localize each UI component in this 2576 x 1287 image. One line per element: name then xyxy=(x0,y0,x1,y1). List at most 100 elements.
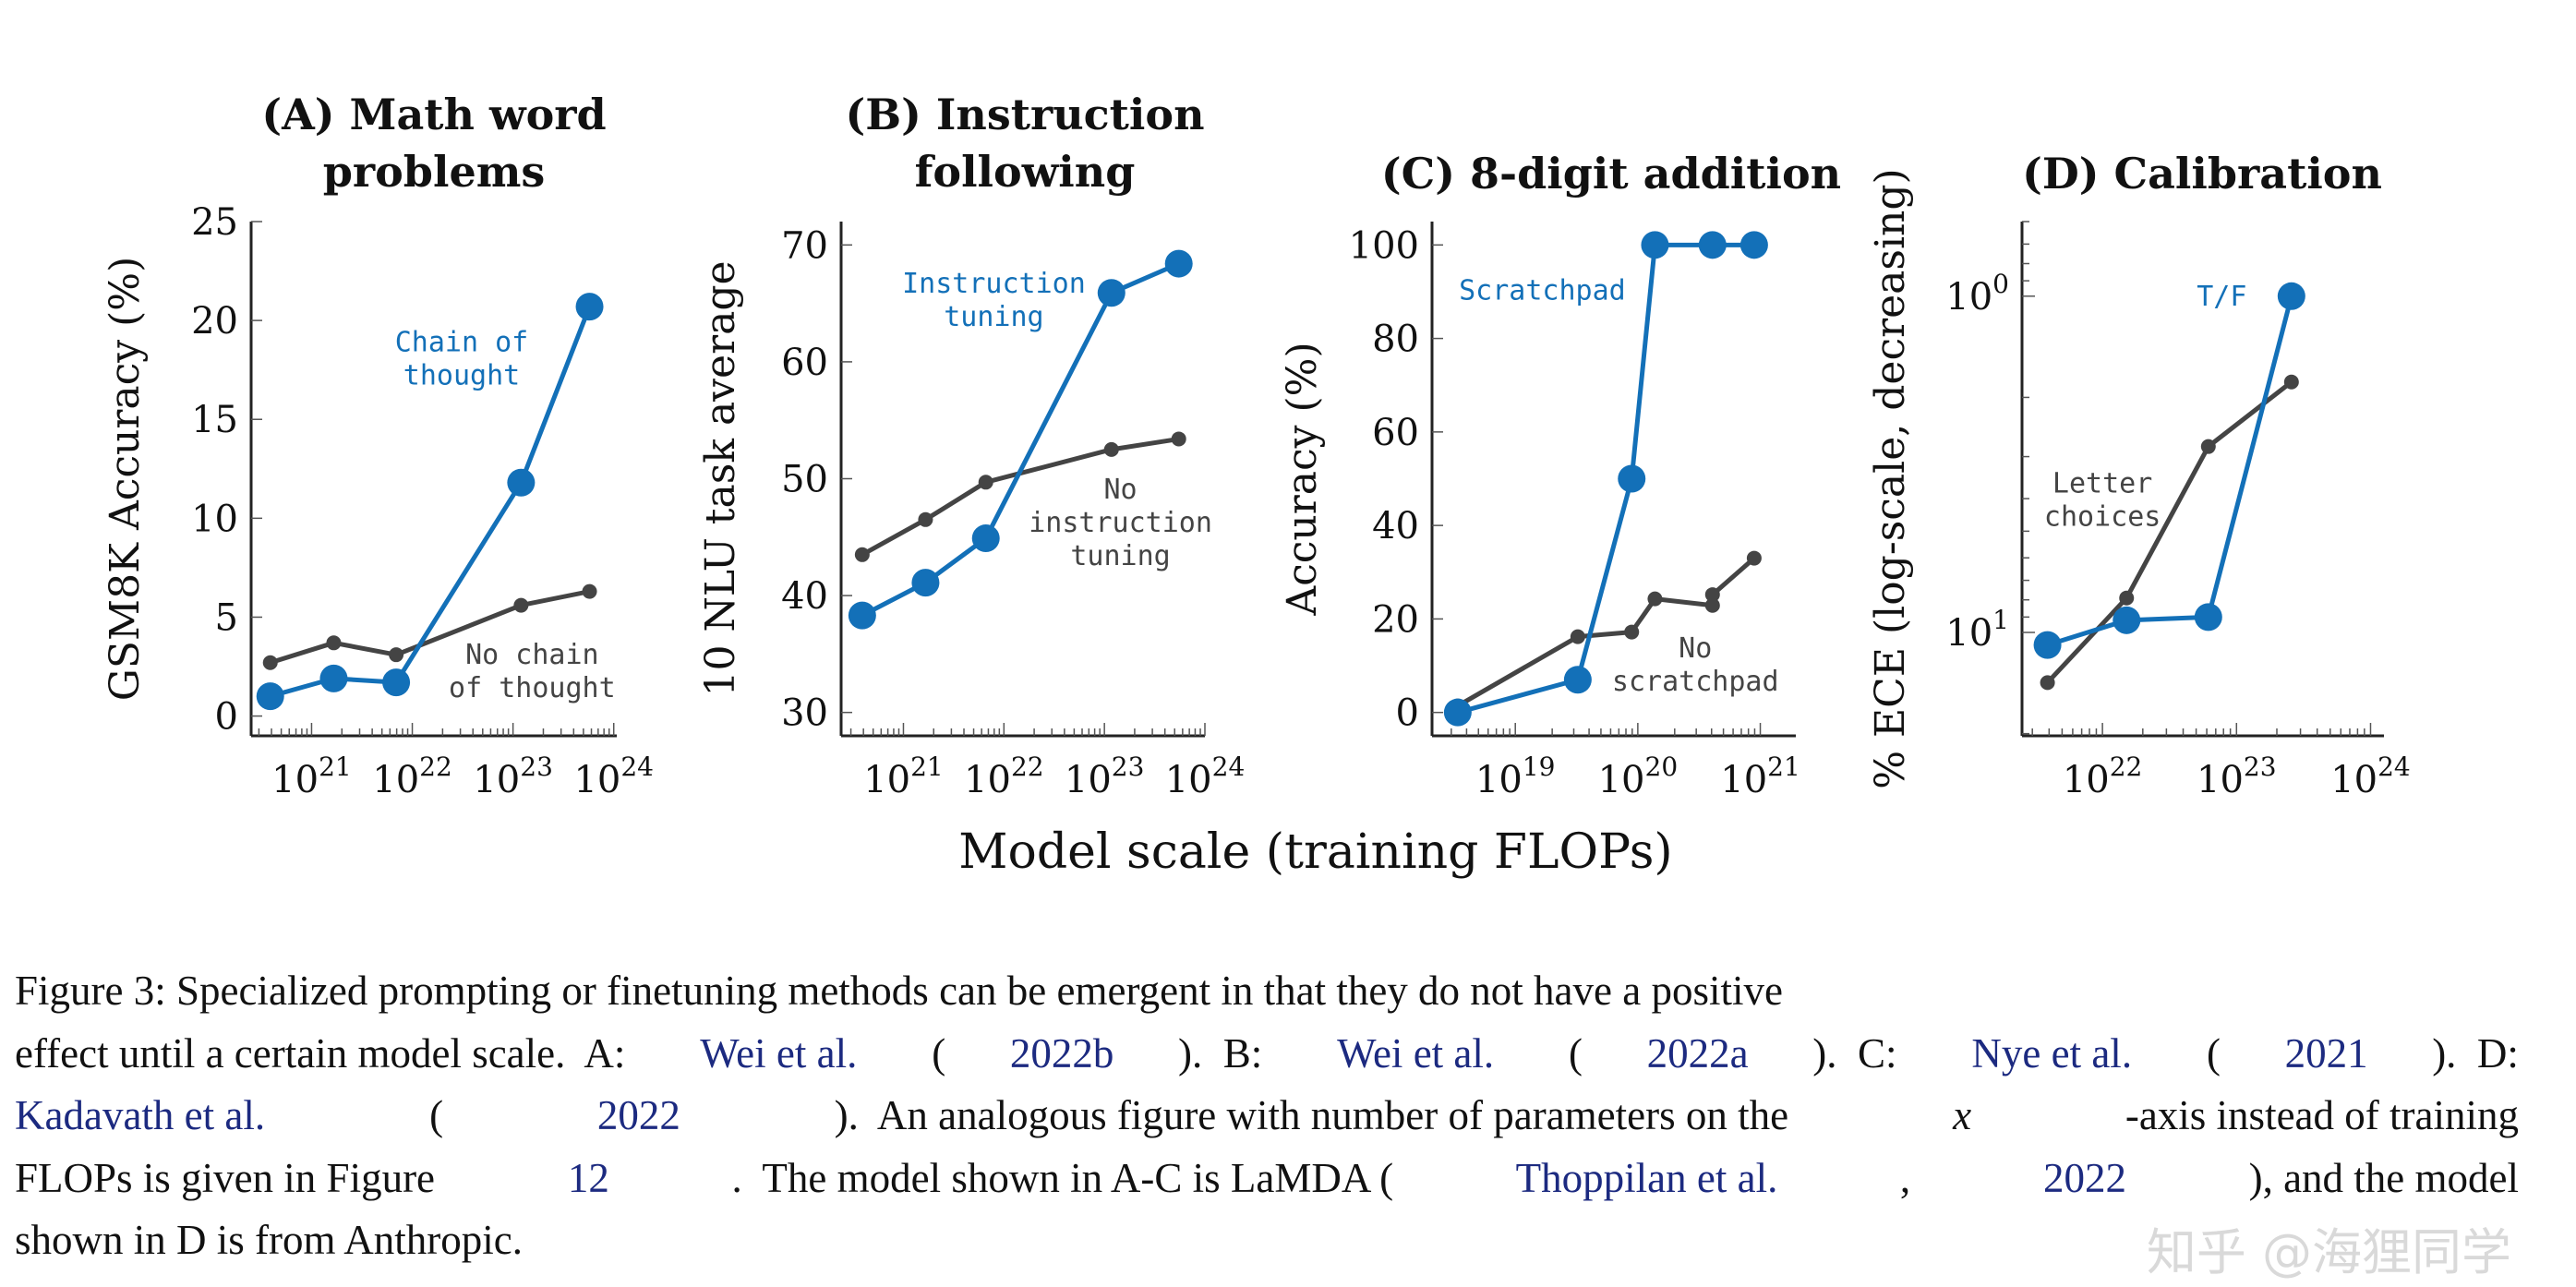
x-tick-label: 1022 xyxy=(964,752,1044,801)
caption-line: effect until a certain model scale. A: W… xyxy=(15,1023,2519,1086)
series-annotation: tuning xyxy=(1070,540,1170,572)
data-point xyxy=(1698,231,1727,259)
citation-link[interactable]: Nye et al. xyxy=(1971,1029,2133,1077)
caption-text: ). D: xyxy=(2432,1029,2519,1077)
caption-text: ). B: xyxy=(1177,1029,1273,1077)
panel-b: (B) Instruction following 10 NLU task aver… xyxy=(697,90,1245,801)
panel-title: (C) 8-digit addition xyxy=(1381,149,1841,198)
y-tick-label: 20 xyxy=(1372,598,1419,641)
x-tick-label: 1024 xyxy=(573,752,654,801)
citation-link[interactable]: Wei et al. xyxy=(1337,1029,1495,1077)
watermark: 知乎 @海狸同学 xyxy=(2146,1223,2511,1281)
citation-link[interactable]: 12 xyxy=(567,1154,609,1201)
y-tick-label: 25 xyxy=(191,201,238,244)
data-point xyxy=(575,293,604,321)
panel-c: (C) 8-digit addition Accuracy (%) 1019 1020… xyxy=(1279,149,1841,801)
series-annotation: No xyxy=(1104,474,1138,506)
y-tick-label: 5 xyxy=(215,596,238,639)
data-point xyxy=(326,635,342,651)
caption-text: -axis instead of training xyxy=(2125,1092,2519,1138)
data-point xyxy=(1704,587,1720,603)
series-line-letter-choices xyxy=(2045,379,2293,685)
caption-line: FLOPs is given in Figure 12 . The model s… xyxy=(15,1148,2519,1210)
data-point xyxy=(1618,464,1646,493)
caption-text: ( xyxy=(1558,1029,1583,1077)
x-tick-label: 1022 xyxy=(372,752,452,801)
data-point xyxy=(582,583,597,599)
series-annotation: No xyxy=(1679,632,1712,665)
y-tick-label: 70 xyxy=(781,224,828,267)
data-point xyxy=(1443,698,1472,727)
data-point xyxy=(2277,282,2305,310)
y-tick-label: 40 xyxy=(781,575,828,618)
panel-title: (D) Calibration xyxy=(2022,149,2382,198)
panel-a: (A) Math word problems GSM8K Accuracy (%) 1… xyxy=(102,90,654,801)
caption-text: Figure 3: Specialized prompting or finet… xyxy=(15,968,1783,1014)
citation-link[interactable]: Kadavath et al. xyxy=(15,1092,266,1138)
y-tick-label: 40 xyxy=(1372,505,1419,547)
y-tick-label: 80 xyxy=(1372,319,1419,361)
x-tick-label: 1023 xyxy=(1065,752,1145,801)
citation-link[interactable]: 2021 xyxy=(2284,1029,2368,1077)
data-point xyxy=(1704,597,1720,613)
data-point xyxy=(2194,603,2222,631)
caption-text: ). C: xyxy=(1812,1029,1908,1077)
caption-line: shown in D is from Anthropic. xyxy=(15,1209,2519,1272)
x-tick-label: 1023 xyxy=(2197,752,2277,801)
series-annotation: T/F xyxy=(2197,281,2246,313)
citation-link[interactable]: Thoppilan et al. xyxy=(1515,1154,1778,1201)
panel-title: problems xyxy=(323,147,546,197)
data-point xyxy=(1746,550,1762,566)
citation-link[interactable]: Wei et al. xyxy=(700,1029,858,1077)
figure: Model scale (training FLOPs) (A) Math wo… xyxy=(102,90,2411,880)
caption-text: ( xyxy=(418,1092,444,1138)
data-point xyxy=(382,668,411,697)
y-tick-label: 10 xyxy=(191,498,238,540)
data-point xyxy=(854,547,870,562)
data-point xyxy=(971,524,1000,553)
caption-text: FLOPs is given in Figure xyxy=(15,1154,446,1201)
x-tick-label: 1023 xyxy=(473,752,553,801)
x-tick-label: 1022 xyxy=(2063,752,2143,801)
data-point xyxy=(978,475,993,490)
x-tick-label: 1019 xyxy=(1475,752,1556,801)
series-annotation: instruction xyxy=(1029,507,1212,539)
citation-link[interactable]: 2022a xyxy=(1646,1029,1749,1077)
caption-text: ( xyxy=(2196,1029,2221,1077)
data-point xyxy=(2119,590,2135,606)
data-point xyxy=(1097,279,1125,307)
citation-link[interactable]: 2022 xyxy=(2043,1154,2126,1201)
data-point xyxy=(848,601,876,630)
data-point xyxy=(262,655,278,670)
data-point xyxy=(918,511,933,527)
caption-text: effect until a certain model scale. A: xyxy=(15,1029,636,1077)
caption-line: Figure 3: Specialized prompting or finet… xyxy=(15,960,2519,1023)
caption-text: , xyxy=(1899,1154,1921,1201)
series-annotation: Instruction xyxy=(902,268,1086,300)
series-annotation: of thought xyxy=(449,672,616,704)
data-point xyxy=(2113,606,2141,634)
x-tick-label: 1021 xyxy=(1720,752,1800,801)
y-tick-label: 0 xyxy=(1396,692,1419,735)
data-point xyxy=(1739,231,1768,259)
caption-text: ( xyxy=(921,1029,946,1077)
citation-link[interactable]: 2022 xyxy=(596,1092,680,1138)
data-point xyxy=(389,647,404,663)
data-point xyxy=(2033,631,2062,659)
y-tick-label: 30 xyxy=(781,692,828,735)
data-point xyxy=(1563,666,1592,694)
caption-line: Kadavath et al. (2022 ). An analogous fig… xyxy=(15,1085,2519,1148)
caption-text: ). An analogous figure with number of pa… xyxy=(834,1092,1800,1138)
series-annotation: tuning xyxy=(944,301,1043,333)
y-axis-label: Accuracy (%) xyxy=(1279,342,1326,616)
y-axis-label: % ECE (log-scale, decreasing) xyxy=(1867,168,1914,788)
series-annotation: choices xyxy=(2044,500,2161,533)
data-point xyxy=(1624,624,1640,640)
series-annotation: No chain xyxy=(465,639,599,671)
citation-link[interactable]: 2022b xyxy=(1009,1029,1114,1077)
x-tick-label: 1024 xyxy=(2330,752,2411,801)
panel-title: (A) Math word xyxy=(261,90,606,139)
series-annotation: thought xyxy=(403,360,520,392)
data-point xyxy=(2200,439,2216,454)
data-point xyxy=(1164,249,1193,278)
